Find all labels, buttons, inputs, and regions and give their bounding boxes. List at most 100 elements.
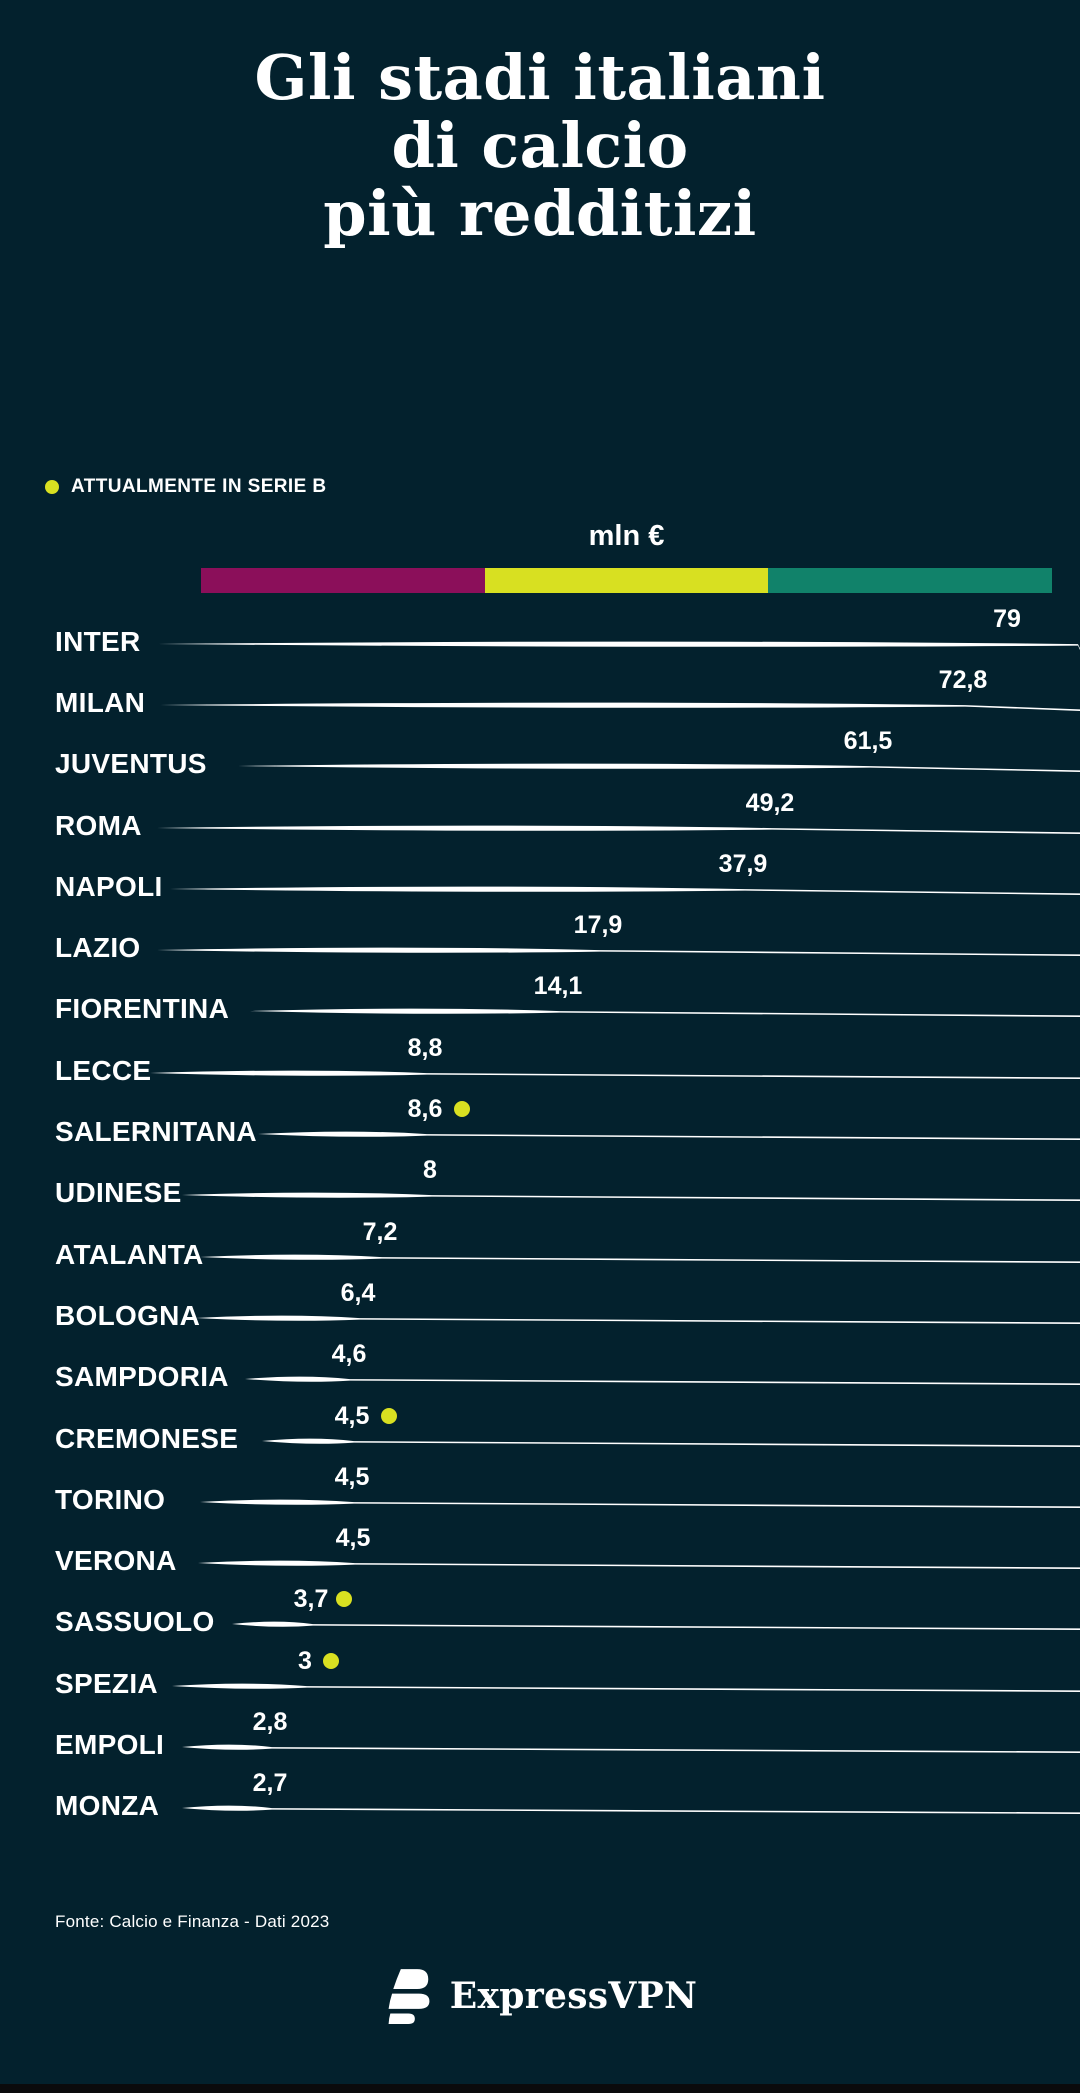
serie-b-dot [336,1591,352,1608]
page-title-line-2: di calcio [391,109,689,182]
value-label: 4,5 [334,1401,370,1430]
value-line [182,1744,1080,1753]
value-label: 3 [298,1646,312,1675]
chart-row-torino: TORINO 4,5 [0,1464,1080,1530]
chart-row-lazio: LAZIO 17,9 [0,913,1080,978]
value-line [170,886,1080,895]
chart-row-milan: MILAN 72,8 [0,667,1080,733]
value-label: 8,8 [407,1033,443,1062]
value-label: 4,6 [331,1340,367,1369]
value-label: 61,5 [843,727,893,756]
page-title-line-3: più redditizi [323,177,757,250]
value-label: 7,2 [362,1217,398,1246]
value-line [232,1622,1080,1631]
team-label: TORINO [55,1483,166,1515]
team-label: JUVENTUS [55,748,207,780]
axis-unit-label: mln € [588,520,665,552]
legend-label: ATTUALMENTE IN SERIE B [71,476,327,497]
bottom-edge-strip [0,2084,1080,2093]
team-label: FIORENTINA [55,993,230,1025]
team-label: VERONA [55,1545,177,1577]
chart-row-juventus: JUVENTUS 61,5 [0,729,1080,795]
team-label: SALERNITANA [55,1116,257,1148]
page-title-line-1: Gli stadi italiani [254,41,826,114]
team-label: LAZIO [55,932,141,964]
team-label: ROMA [55,809,142,841]
chart-row-cremonese: CREMONESE 4,5 [0,1403,1080,1469]
value-label: 3,7 [293,1585,329,1614]
chart-row-sassuolo: SASSUOLO 3,7 [0,1587,1080,1653]
chart-row-sampdoria: SAMPDORIA 4,6 [0,1342,1080,1408]
chart-row-verona: VERONA 4,5 [0,1526,1080,1591]
value-line [238,763,1080,773]
value-line [158,641,1080,650]
value-line [150,1070,1080,1079]
chart-rows: INTER 79 MILAN 72,8 JUVENTUS 61,5 ROMA 49,2 NAPO… [0,606,1080,1837]
scale-bar [201,568,1053,593]
value-line [245,1376,1080,1386]
team-label: LECCE [55,1054,152,1086]
value-line [262,1438,1080,1447]
team-label: SPEZIA [55,1667,158,1699]
brand-footer: ExpressVPN [0,1968,1080,2024]
value-line [157,825,1080,834]
chart-row-fiorentina: FIORENTINA 14,1 [0,974,1080,1040]
chart-row-inter: INTER 79 [0,606,1080,672]
team-label: CREMONESE [55,1422,239,1454]
chart-row-monza: MONZA 2,7 [0,1771,1080,1837]
value-line [182,1805,1080,1815]
value-line [157,947,1080,957]
page-title: Gli stadi italiani di calcio più redditi… [0,44,1080,248]
team-label: INTER [55,625,141,657]
team-label: EMPOLI [55,1728,165,1760]
value-line [160,702,1080,711]
chart-row-udinese: UDINESE 8 [0,1158,1080,1224]
value-label: 2,7 [252,1769,288,1798]
value-label: 2,8 [252,1708,288,1736]
serie-b-dot [454,1101,470,1118]
value-label: 37,9 [718,849,768,878]
value-label: 4,5 [334,1462,370,1491]
chart-row-napoli: NAPOLI 37,9 [0,851,1080,917]
value-line [200,1254,1080,1263]
team-label: SAMPDORIA [55,1361,229,1393]
team-label: MILAN [55,686,146,718]
legend: ATTUALMENTE IN SERIE B [45,476,326,498]
team-label: BOLOGNA [55,1299,201,1331]
value-line [200,1499,1080,1508]
value-line [250,1009,1080,1018]
chart-row-roma: ROMA 49,2 [0,790,1080,856]
team-label: MONZA [55,1790,160,1822]
team-label: ATALANTA [55,1238,204,1270]
value-line [196,1315,1080,1324]
scale-bar-segment-purple [201,568,485,593]
expressvpn-logo-icon [388,1969,430,2024]
brand-wordmark: ExpressVPN [449,1975,698,2017]
serie-b-legend-dot-icon [45,480,59,494]
value-line [182,1192,1080,1202]
team-label: SASSUOLO [55,1606,215,1638]
value-label: 14,1 [533,972,583,1001]
value-label: 72,8 [938,665,988,694]
value-label: 17,9 [573,911,623,940]
chart-row-lecce: LECCE 8,8 [0,1035,1080,1101]
team-label: UDINESE [55,1177,182,1209]
value-label: 4,5 [335,1524,371,1553]
chart-row-spezia: SPEZIA 3 [0,1648,1080,1714]
scale-bar-segment-yellow [484,568,769,593]
serie-b-dot [323,1652,339,1669]
value-label: 79 [993,604,1021,633]
source-note: Fonte: Calcio e Finanza - Dati 2023 [55,1912,330,1931]
team-label: NAPOLI [55,870,163,902]
value-label: 6,4 [340,1278,376,1307]
value-label: 8,6 [407,1095,443,1124]
value-label: 49,2 [745,788,795,817]
value-line [258,1131,1080,1141]
scale-bar-segment-teal [768,568,1053,593]
value-line [172,1683,1080,1692]
chart-row-bologna: BOLOGNA 6,4 [0,1280,1080,1346]
value-line [198,1560,1080,1570]
value-label: 8 [423,1156,437,1185]
chart-row-empoli: EMPOLI 2,8 [0,1710,1080,1775]
chart-row-salernitana: SALERNITANA 8,6 [0,1097,1080,1162]
